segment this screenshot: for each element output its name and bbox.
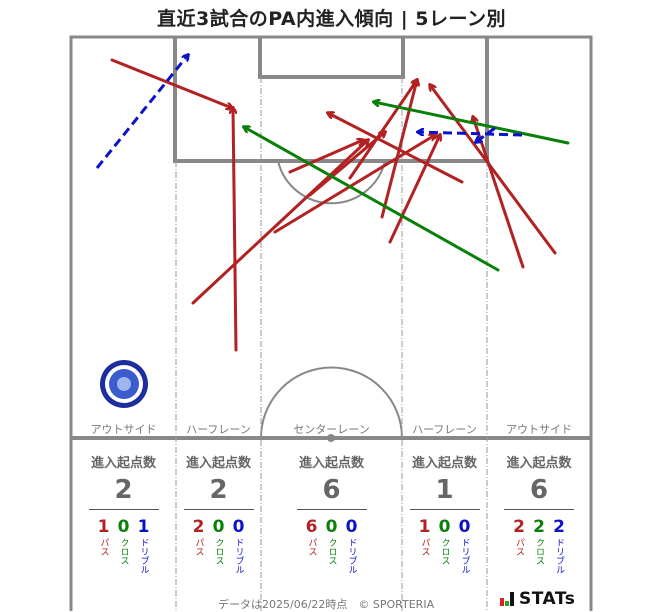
stat-header: 進入起点数 <box>506 456 572 471</box>
dribble-label: ドリブル <box>459 538 470 574</box>
dribble-label: ドリブル <box>233 538 244 574</box>
stat-header: 進入起点数 <box>90 456 156 471</box>
stat-total: 1 <box>435 475 454 505</box>
dribble-label: ドリブル <box>554 538 564 574</box>
lane-label-outside-right: アウトサイド <box>506 423 572 436</box>
divider <box>183 509 254 510</box>
stat-header: 進入起点数 <box>411 456 477 471</box>
lane-dividers <box>175 77 488 611</box>
pass-count: 1 <box>418 517 431 537</box>
pass-label: パス <box>306 538 317 556</box>
logo-text: STATs <box>519 589 576 609</box>
cross-label: クロス <box>439 538 450 565</box>
dribble-count: 0 <box>458 517 471 537</box>
stat-total: 2 <box>114 475 133 505</box>
divider <box>409 509 480 510</box>
chart-title: 直近3試合のPA内進入傾向 | 5レーン別 <box>156 8 507 30</box>
pass-label: パス <box>514 538 524 556</box>
dribble-count: 0 <box>232 517 245 537</box>
lane-stats-halfspace-right: 進入起点数 1 1 パス 0 クロス 0 ドリブル <box>402 452 487 574</box>
stat-header: 進入起点数 <box>298 456 364 471</box>
cross-count: 2 <box>533 517 545 537</box>
bar-chart-logo-icon <box>500 592 514 606</box>
cross-label: クロス <box>213 538 224 565</box>
lane-label-halfspace-right: ハーフレーン <box>412 423 477 436</box>
cross-count: 0 <box>438 517 451 537</box>
lane-label-center: センターレーン <box>293 423 370 436</box>
pass-count: 6 <box>305 517 318 537</box>
divider <box>504 509 574 510</box>
pitch-lines <box>69 35 593 611</box>
cross-label: クロス <box>534 538 544 565</box>
dribble-count: 0 <box>345 517 358 537</box>
dribble-arrows <box>95 55 523 169</box>
stat-total: 2 <box>209 475 228 505</box>
cross-arrows <box>244 102 570 272</box>
cross-count: 0 <box>212 517 225 537</box>
dribble-label: ドリブル <box>346 538 357 574</box>
stat-header: 進入起点数 <box>185 456 251 471</box>
lane-label-outside-left: アウトサイド <box>90 423 157 436</box>
team-emblem-icon <box>100 360 148 408</box>
pass-count: 2 <box>513 517 525 537</box>
cross-label: クロス <box>118 538 129 565</box>
pass-label: パス <box>419 538 430 556</box>
pass-arrows <box>110 58 557 352</box>
lane-stats-outside-left: 進入起点数 2 1 パス 0 クロス 1 ドリブル <box>71 452 176 574</box>
pass-label: パス <box>98 538 109 556</box>
cross-count: 0 <box>325 517 338 537</box>
pass-count: 1 <box>97 517 110 537</box>
divider <box>296 509 367 510</box>
footer-credit: データは2025/06/22時点 © SPORTERIA <box>218 598 435 611</box>
dribble-count: 1 <box>137 517 150 537</box>
pass-label: パス <box>193 538 204 556</box>
dribble-label: ドリブル <box>138 538 149 574</box>
lane-stats-halfspace-left: 進入起点数 2 2 パス 0 クロス 0 ドリブル <box>176 452 261 574</box>
lane-stats-center: 進入起点数 6 6 パス 0 クロス 0 ドリブル <box>261 452 402 574</box>
cross-count: 0 <box>117 517 130 537</box>
cross-label: クロス <box>326 538 337 565</box>
stats-logo: STATs <box>500 589 575 609</box>
dribble-count: 2 <box>553 517 565 537</box>
divider <box>88 509 159 510</box>
stat-total: 6 <box>322 475 341 505</box>
lane-stats-outside-right: 進入起点数 6 2 パス 2 クロス 2 ドリブル <box>487 452 591 574</box>
lane-label-halfspace-left: ハーフレーン <box>186 423 251 436</box>
stat-total: 6 <box>529 475 549 505</box>
pass-count: 2 <box>192 517 205 537</box>
